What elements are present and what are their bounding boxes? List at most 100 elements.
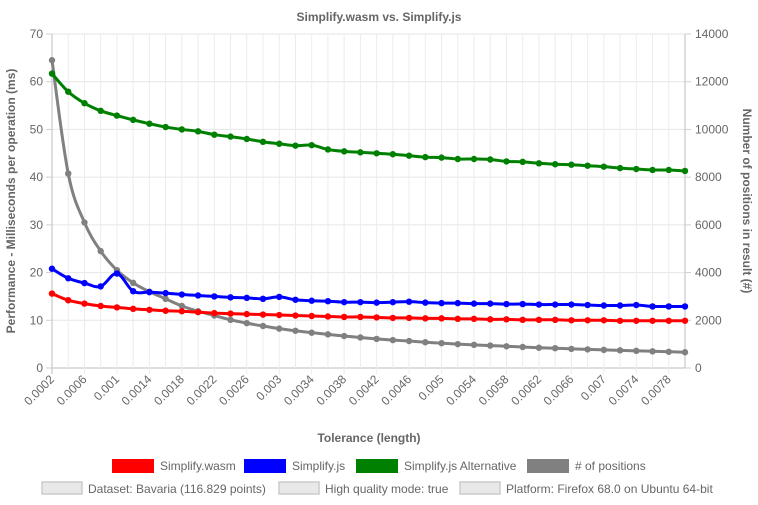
x-tick-label: 0.0062 — [508, 372, 544, 408]
y-left-tick-label: 50 — [30, 122, 44, 136]
info-swatch — [278, 481, 320, 495]
data-point — [503, 158, 510, 165]
data-point — [454, 315, 461, 323]
y-right-tick-label: 6000 — [695, 218, 722, 232]
data-point — [65, 88, 72, 95]
data-point — [633, 301, 640, 309]
legend-swatch — [527, 459, 569, 473]
data-point — [324, 331, 332, 338]
data-point — [600, 302, 608, 309]
data-point — [259, 295, 267, 303]
data-point — [81, 300, 88, 307]
data-point — [357, 334, 364, 341]
data-point — [211, 309, 218, 317]
x-axis-label: Tolerance (length) — [317, 431, 420, 445]
data-point — [276, 140, 283, 147]
x-tick-label: 0.0002 — [21, 372, 57, 408]
y-right-tick-label: 8000 — [695, 170, 722, 184]
data-point — [340, 332, 348, 340]
info-box: Platform: Firefox 68.0 on Ubuntu 64-bit — [459, 481, 713, 496]
data-point — [373, 335, 380, 343]
info-label: Platform: Firefox 68.0 on Ubuntu 64-bit — [506, 482, 713, 496]
x-tick-label: 0.0066 — [541, 372, 577, 408]
y-left-tick-label: 0 — [36, 361, 43, 375]
y-left-tick-label: 60 — [30, 75, 44, 89]
data-point — [616, 302, 624, 309]
x-tick-label: 0.0054 — [443, 372, 479, 408]
data-point — [503, 316, 510, 323]
data-point — [113, 112, 121, 119]
series-simplify-wasm — [48, 290, 689, 324]
data-point — [389, 151, 397, 158]
data-point — [97, 107, 104, 115]
data-point — [243, 135, 250, 143]
data-point — [97, 283, 104, 290]
data-point — [422, 299, 429, 306]
data-point — [665, 303, 672, 310]
data-point — [405, 298, 413, 305]
data-point — [129, 287, 137, 295]
legend-item-simplify-wasm[interactable]: Simplify.wasm — [112, 459, 236, 473]
legend-item-simplify-js[interactable]: Simplify.js — [244, 459, 345, 473]
data-point — [389, 336, 397, 344]
data-point — [633, 347, 640, 355]
data-point — [81, 219, 88, 226]
data-point — [97, 247, 104, 255]
x-tick-label: 0.007 — [578, 372, 609, 403]
data-point — [584, 162, 591, 169]
data-point — [146, 120, 153, 127]
data-point — [324, 146, 332, 153]
data-point — [276, 325, 283, 332]
x-tick-label: 0.0058 — [476, 372, 512, 408]
data-point — [259, 311, 267, 318]
data-point — [519, 316, 526, 324]
legend-swatch — [244, 459, 286, 473]
data-point — [389, 298, 397, 306]
data-point — [324, 313, 332, 320]
data-point — [633, 165, 640, 173]
data-point — [243, 294, 250, 302]
data-point — [373, 314, 380, 321]
data-point — [681, 303, 689, 310]
data-point — [438, 315, 445, 322]
y-right-tick-label: 14000 — [695, 27, 729, 41]
data-point — [178, 126, 186, 133]
data-point — [470, 341, 478, 349]
data-point — [81, 99, 88, 107]
data-point — [227, 133, 234, 140]
legend[interactable]: Simplify.wasm Simplify.js Simplify.js Alte… — [112, 459, 646, 473]
data-point — [357, 298, 364, 306]
data-point — [665, 166, 672, 174]
x-tick-label: 0.0046 — [378, 372, 414, 408]
chart-title: Simplify.wasm vs. Simplify.js — [297, 10, 462, 24]
data-point — [470, 315, 478, 323]
series-layer — [48, 57, 689, 356]
data-point — [178, 302, 186, 310]
data-point — [422, 153, 429, 161]
data-point — [438, 154, 445, 161]
data-point — [243, 310, 250, 318]
data-point — [600, 346, 608, 354]
data-point — [470, 300, 478, 307]
legend-item-simplify-js-alternative[interactable]: Simplify.js Alternative — [356, 459, 517, 473]
y-axis-right-label: Number of positions in result (#) — [740, 109, 754, 294]
data-point — [243, 319, 250, 327]
data-point — [308, 312, 315, 320]
data-point — [568, 301, 575, 308]
data-point — [129, 116, 137, 124]
x-tick-label: 0.0006 — [54, 372, 90, 408]
legend-item-of-positions[interactable]: # of positions — [527, 459, 646, 473]
data-point — [487, 300, 494, 307]
x-tick-label: 0.0074 — [606, 372, 642, 408]
data-point — [292, 327, 299, 334]
info-label: Dataset: Bavaria (116.829 points) — [88, 482, 266, 496]
data-point — [162, 123, 169, 131]
data-point — [129, 279, 137, 287]
data-point — [146, 288, 153, 296]
y-left-tick-label: 20 — [30, 266, 44, 280]
data-point — [308, 329, 315, 336]
info-swatch — [41, 481, 83, 495]
data-point — [65, 275, 72, 282]
data-point — [584, 317, 591, 324]
x-tick-label: 0.0078 — [638, 372, 674, 408]
